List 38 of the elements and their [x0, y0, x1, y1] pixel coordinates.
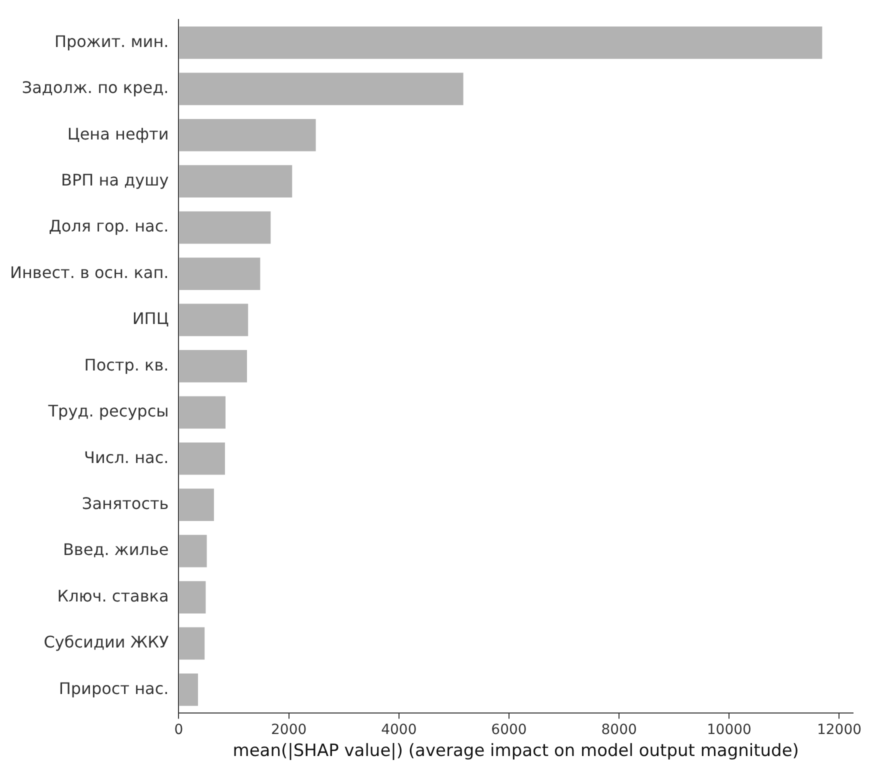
y-tick-label: Субсидии ЖКУ	[44, 632, 169, 652]
bar	[179, 674, 198, 706]
y-tick-label: Ключ. ставка	[57, 586, 169, 606]
x-tick-label: 8000	[601, 722, 637, 738]
y-tick-label: Прирост нас.	[58, 678, 169, 698]
bar	[179, 442, 225, 475]
x-tick-label: 4000	[381, 722, 417, 738]
y-tick-label: Прожит. мин.	[54, 32, 169, 51]
bar	[179, 118, 316, 152]
x-tick-label: 12000	[816, 722, 862, 738]
y-tick-label: Труд. ресурсы	[47, 402, 169, 421]
y-tick-label: Инвест. в осн. кап.	[10, 262, 169, 282]
y-tick-label: ВРП на душу	[61, 170, 169, 190]
bar	[179, 211, 271, 244]
y-tick-label: Задолж. по кред.	[22, 78, 169, 98]
bar	[179, 165, 292, 198]
x-tick-label: 0	[174, 722, 184, 738]
y-tick-label: Постр. кв.	[84, 355, 169, 374]
bar	[179, 396, 226, 429]
bar	[179, 627, 205, 660]
bar	[179, 581, 206, 614]
bar	[179, 72, 464, 106]
bar	[179, 534, 207, 568]
y-tick-label: Числ. нас.	[84, 448, 169, 467]
bar	[179, 488, 214, 522]
y-tick-label: Доля гор. нас.	[48, 216, 169, 236]
x-tick-label: 10000	[706, 722, 752, 738]
y-tick-label: Введ. жилье	[62, 540, 169, 560]
bar	[179, 350, 247, 382]
x-axis-title: mean(|SHAP value|) (average impact on model output magnitude)	[232, 741, 799, 762]
x-tick-label: 6000	[491, 722, 527, 738]
y-tick-label: ИПЦ	[132, 309, 169, 328]
bar	[179, 304, 248, 336]
bar	[179, 26, 822, 59]
x-tick-label: 2000	[271, 722, 307, 738]
bar	[179, 258, 260, 290]
y-tick-label: Цена нефти	[67, 124, 169, 144]
y-tick-label: Занятость	[82, 494, 169, 513]
